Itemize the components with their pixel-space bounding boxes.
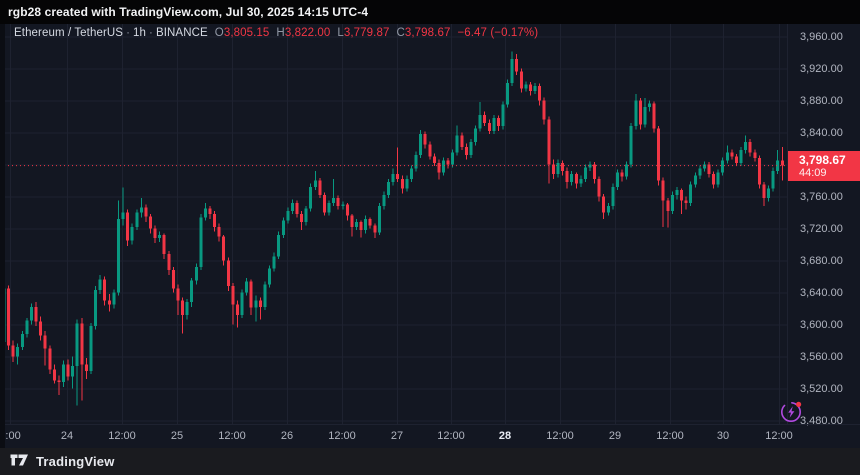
legend-separator: · <box>126 27 131 39</box>
close-letter: C <box>396 27 405 39</box>
symbol-name[interactable]: Ethereum / TetherUS <box>14 27 124 39</box>
tradingview-brand-text[interactable]: TradingView <box>36 454 115 469</box>
price-axis-label: 3,480.00 <box>800 414 843 427</box>
high-letter: H <box>276 27 285 39</box>
time-axis-label: 26 <box>280 430 294 442</box>
alert-dot <box>796 401 802 407</box>
price-axis-label: 3,960.00 <box>800 30 843 43</box>
price-axis-label: 3,840.00 <box>800 126 843 139</box>
open-value: 3,805.15 <box>223 27 270 39</box>
symbol-legend: Ethereum / TetherUS · 1h · BINANCE O3,805.15 H… <box>14 27 538 39</box>
time-axis-label: 27 <box>390 430 404 442</box>
tradingview-logo-icon[interactable] <box>10 454 29 469</box>
footer-bar: TradingView <box>0 448 860 475</box>
low-letter: L <box>337 27 344 39</box>
price-axis-label: 3,560.00 <box>800 350 843 363</box>
high-value: 3,822.00 <box>284 27 331 39</box>
open-letter: O <box>214 27 224 39</box>
time-axis-label: 25 <box>170 430 184 442</box>
snapshot-title-text: rgb28 created with TradingView.com, Jul … <box>8 5 369 19</box>
time-axis-label: 2:00 <box>0 430 21 442</box>
time-axis-label: 30 <box>716 430 730 442</box>
legend-separator: · <box>149 27 153 39</box>
change-value: −6.47 (−0.17%) <box>457 27 539 39</box>
price-axis-label: 3,720.00 <box>800 222 843 235</box>
bar-countdown: 44:09 <box>799 166 827 179</box>
time-axis[interactable]: 2:00 24 12:00 25 12:00 26 12:00 27 12:00 28 12:00 2… <box>0 424 860 448</box>
snapshot-title-bar: rgb28 created with TradingView.com, Jul … <box>0 0 860 24</box>
price-axis-label: 3,640.00 <box>800 286 843 299</box>
time-axis-label: 12:00 <box>765 430 793 442</box>
price-axis[interactable]: 3,960.00 3,920.00 3,880.00 3,840.00 3,760.00… <box>787 24 860 427</box>
low-value: 3,779.87 <box>343 27 390 39</box>
candles <box>2 51 784 406</box>
time-axis-label: 29 <box>608 430 622 442</box>
grid-lines <box>0 24 787 424</box>
chart-left-margin <box>0 24 5 448</box>
last-price-value: 3,798.67 <box>799 152 846 167</box>
exchange-label: BINANCE <box>155 27 208 39</box>
lightning-icon <box>781 401 802 422</box>
price-axis-label: 3,880.00 <box>800 94 843 107</box>
time-axis-label: 12:00 <box>108 430 136 442</box>
time-axis-label: 12:00 <box>328 430 356 442</box>
close-value: 3,798.67 <box>404 27 451 39</box>
time-axis-label: 12:00 <box>656 430 684 442</box>
last-price-tag: 3,798.67 44:09 <box>788 150 860 181</box>
candlestick-plot[interactable] <box>0 24 787 424</box>
time-axis-label: 12:00 <box>546 430 574 442</box>
price-axis-label: 3,520.00 <box>800 382 843 395</box>
interval-label[interactable]: 1h <box>133 27 147 39</box>
time-axis-label: 28 <box>498 430 512 442</box>
chart-panel: Ethereum / TetherUS · 1h · BINANCE O3,805.15 H… <box>0 24 860 448</box>
time-axis-label: 24 <box>60 430 74 442</box>
price-axis-label: 3,920.00 <box>800 62 843 75</box>
price-axis-label: 3,600.00 <box>800 318 843 331</box>
time-axis-label: 12:00 <box>218 430 246 442</box>
price-axis-label: 3,680.00 <box>800 254 843 267</box>
price-axis-label: 3,760.00 <box>800 190 843 203</box>
time-axis-label: 12:00 <box>437 430 465 442</box>
flash-button[interactable] <box>778 398 805 425</box>
